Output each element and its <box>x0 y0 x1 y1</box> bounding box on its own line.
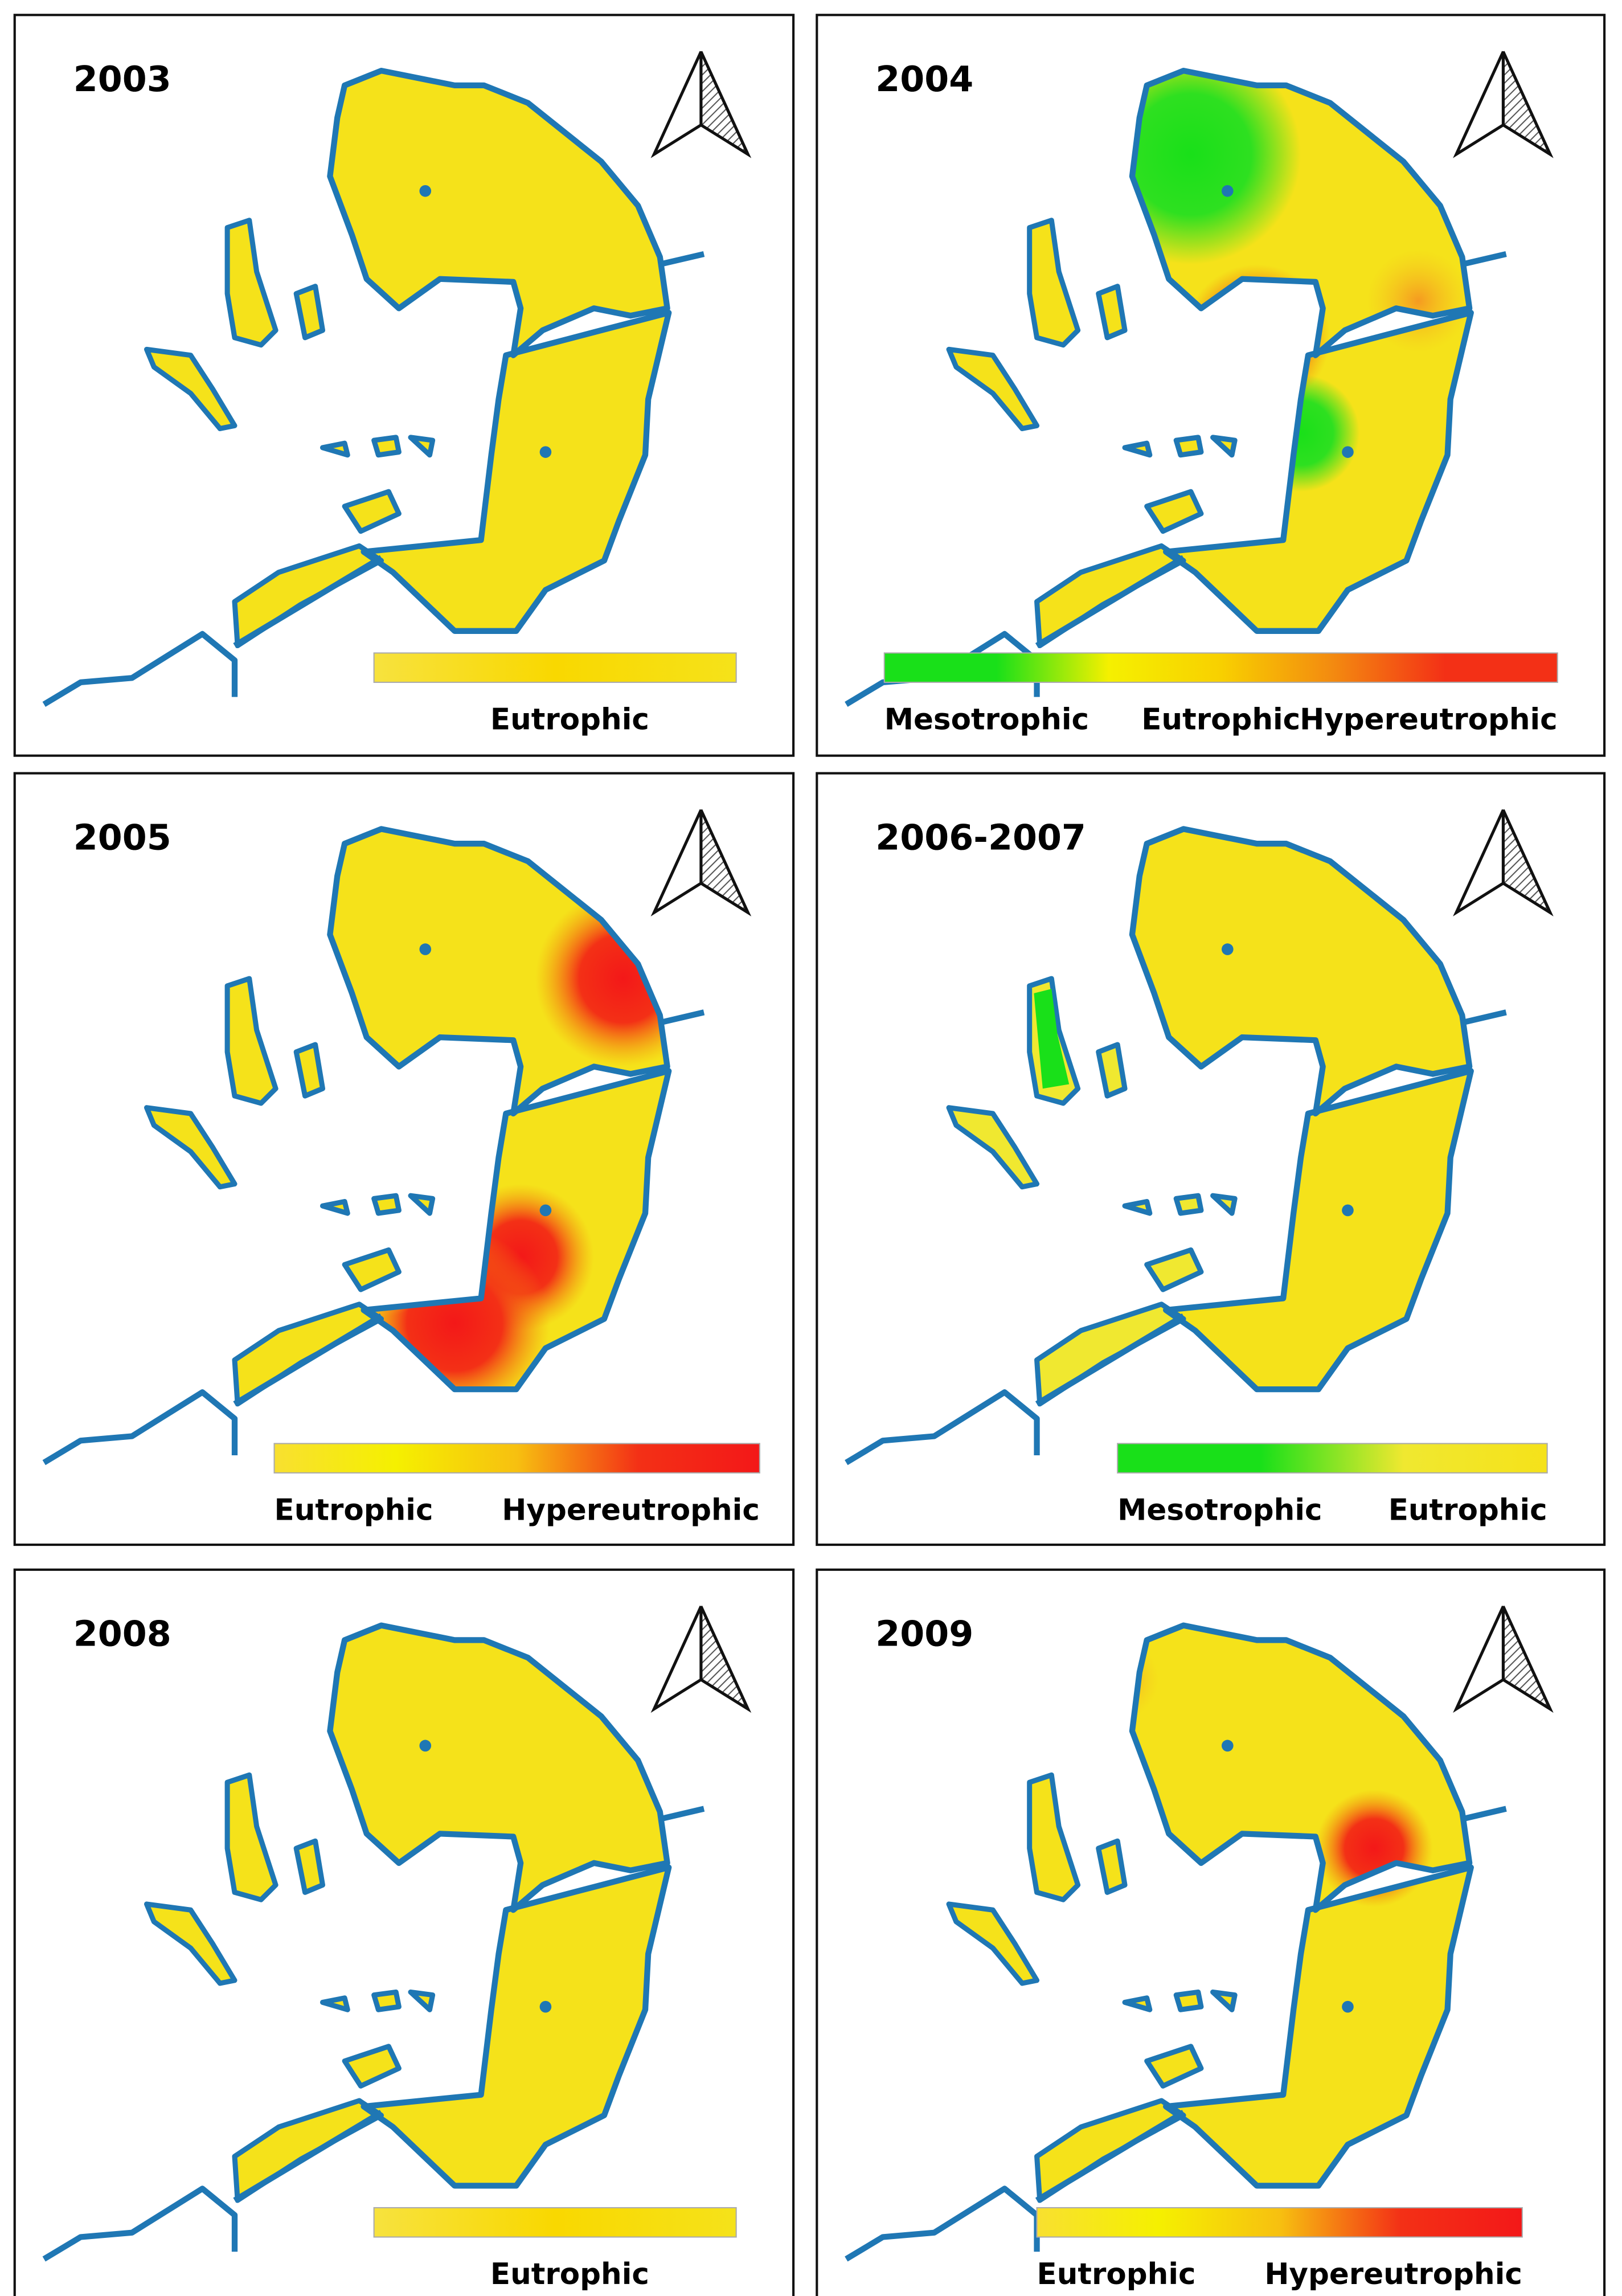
station <box>419 185 432 197</box>
legend-bar <box>373 2207 737 2238</box>
north-arrow-left <box>1453 809 1505 916</box>
north-arrow-left <box>1453 1606 1505 1713</box>
panel-title: 2005 <box>73 817 171 858</box>
islands <box>144 218 436 649</box>
map-panel: 2003 Eutrophic <box>13 14 795 757</box>
panel-title: 2003 <box>73 59 171 100</box>
islands <box>144 1772 436 2203</box>
north-arrow-left <box>650 809 703 916</box>
lake-outline <box>1129 826 1474 1393</box>
station <box>1222 943 1234 955</box>
station <box>539 446 552 458</box>
north-arrow-left <box>1453 51 1505 158</box>
station <box>419 943 432 955</box>
map-panel: 2008 Eutrophic <box>13 1568 795 2296</box>
station <box>539 1204 552 1217</box>
legend-bar <box>273 1443 760 1474</box>
map-panel: 2009 Eutrophic Hypereutrophic <box>816 1568 1606 2296</box>
station <box>1342 1204 1354 1217</box>
legend-bar <box>1036 2207 1523 2238</box>
lake-outline <box>327 67 672 634</box>
legend-label: Mesotrophic <box>1117 1493 1322 1527</box>
river <box>42 251 705 707</box>
lake-outline <box>1129 67 1474 634</box>
islands <box>946 1772 1238 2203</box>
legend-label: Eutrophic <box>275 1493 433 1527</box>
legend-label: Hypereutrophic <box>1300 702 1558 736</box>
legend-label: Eutrophic <box>1037 2257 1196 2291</box>
map-panel: 2005 Eutrophic Hypereutrophic <box>13 772 795 1546</box>
map-panel: 2006-2007 Mesotrophic Eutrophic <box>816 772 1606 1546</box>
panel-title: 2006-2007 <box>875 817 1086 858</box>
lake-outline <box>327 826 672 1393</box>
station <box>1342 446 1354 458</box>
station <box>419 1740 432 1752</box>
north-arrow-left <box>650 51 703 158</box>
legend-label: Eutrophic <box>1388 1493 1547 1527</box>
station <box>539 2000 552 2013</box>
legend-label: Mesotrophic <box>884 702 1089 736</box>
islands <box>946 976 1238 1407</box>
station <box>1222 1740 1234 1752</box>
legend-label: Eutrophic <box>490 702 649 736</box>
panel-title: 2004 <box>875 59 973 100</box>
legend-bar <box>373 652 737 683</box>
station <box>1342 2000 1354 2013</box>
legend-label: Eutrophic <box>490 2257 649 2291</box>
islands <box>946 218 1238 649</box>
north-arrow-left <box>650 1606 703 1713</box>
river <box>42 1009 705 1466</box>
island-green <box>1034 989 1070 1089</box>
river <box>845 1009 1507 1466</box>
legend-label: Eutrophic <box>1141 702 1300 736</box>
river <box>42 1806 705 2262</box>
islands <box>144 976 436 1407</box>
lake-outline <box>327 1622 672 2189</box>
legend-label: Hypereutrophic <box>502 1493 760 1527</box>
legend-bar <box>1117 1443 1548 1474</box>
panel-title: 2008 <box>73 1614 171 1655</box>
station <box>1222 185 1234 197</box>
legend-bar <box>883 652 1558 683</box>
legend-label: Hypereutrophic <box>1264 2257 1522 2291</box>
panel-title: 2009 <box>875 1614 973 1655</box>
lake-outline <box>1129 1622 1474 2189</box>
